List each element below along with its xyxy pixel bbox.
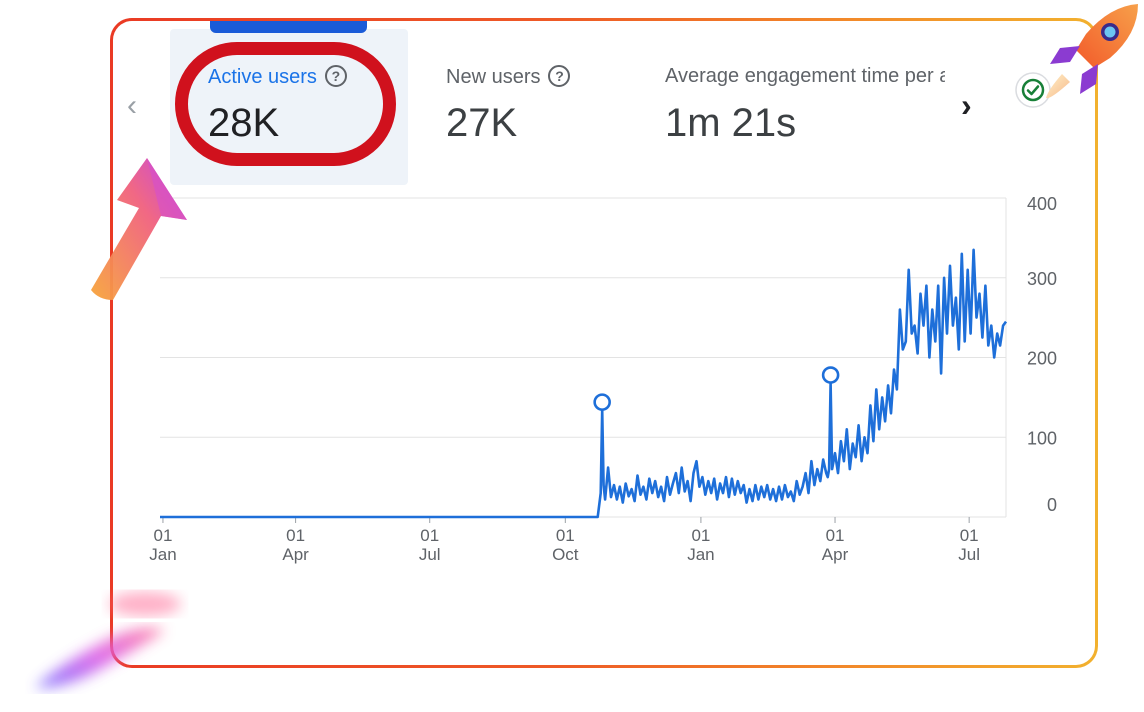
help-icon[interactable]: ?: [548, 65, 571, 87]
pointer-arrow-icon: [91, 158, 187, 300]
metric-value-new-users: 27K: [446, 101, 518, 145]
y-tick-label: 300: [1027, 269, 1057, 289]
x-tick-label-day: 01: [153, 526, 172, 545]
active-users-line-chart: 010020030040001Jan01Apr01Jul01Oct01Jan01…: [149, 194, 1057, 564]
y-tick-label: 0: [1047, 495, 1057, 515]
report-card-frame: ‹ Active users? 28K New users? 27K Avera…: [110, 18, 1098, 668]
y-tick-label: 400: [1027, 194, 1057, 214]
report-card: ‹ Active users? 28K New users? 27K Avera…: [113, 21, 1095, 665]
x-tick-label-month: Jul: [958, 545, 980, 564]
x-tick-label-day: 01: [691, 526, 710, 545]
x-tick-label-day: 01: [286, 526, 305, 545]
x-tick-label-day: 01: [420, 526, 439, 545]
previous-metrics-button[interactable]: ‹: [127, 89, 137, 122]
x-tick-label-month: Apr: [822, 545, 849, 564]
x-tick-label-month: Jan: [149, 545, 176, 564]
annotation-marker: [593, 393, 611, 411]
annotation-marker: [821, 366, 840, 384]
x-tick-label-day: 01: [826, 526, 845, 545]
x-tick-label-month: Oct: [552, 545, 579, 564]
y-tick-label: 200: [1027, 349, 1057, 369]
series-line-active-users: [160, 248, 1008, 519]
metric-value-average-engagement-time: 1m 21s: [665, 101, 797, 145]
x-tick-label-day: 01: [556, 526, 575, 545]
x-tick-label-month: Jan: [687, 545, 714, 564]
decorative-swoosh-icon: [35, 592, 181, 688]
x-tick-label-month: Jul: [419, 545, 441, 564]
metric-label-average-engagement-time[interactable]: Average engagement time per active user: [665, 65, 945, 87]
x-tick-label-day: 01: [960, 526, 979, 545]
metric-label-new-users[interactable]: New users?: [446, 65, 571, 89]
next-metrics-button[interactable]: ›: [961, 87, 972, 123]
metric-label-text: New users: [446, 66, 541, 88]
active-tab-indicator: [210, 21, 367, 33]
x-tick-label-month: Apr: [282, 545, 309, 564]
highlight-ring-annotation: [175, 42, 396, 166]
y-tick-label: 100: [1027, 428, 1057, 448]
rocket-icon: [1046, 4, 1138, 99]
